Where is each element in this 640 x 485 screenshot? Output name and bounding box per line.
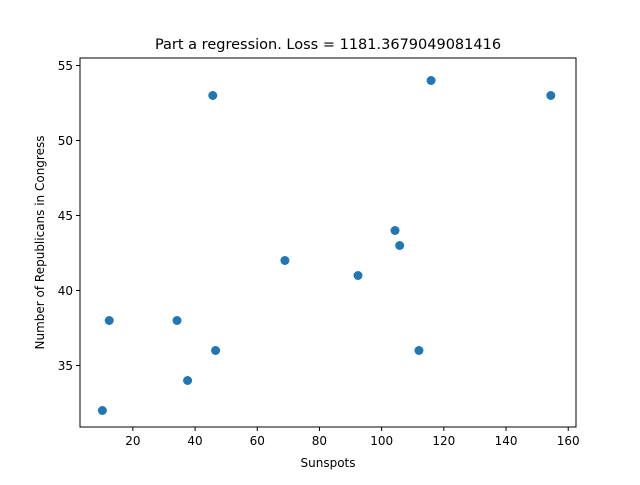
scatter-point (280, 256, 290, 265)
y-tick-label: 50 (58, 134, 73, 148)
scatter-point (426, 76, 436, 85)
scatter-point (208, 91, 218, 100)
x-tick-label: 120 (432, 434, 455, 448)
axes-frame (79, 57, 577, 428)
plot-area: 20 40 60 80 100 120 140 160 35 40 45 50 55 (58, 57, 580, 448)
x-tick-label: 80 (312, 434, 327, 448)
y-tick-label: 45 (58, 209, 73, 223)
scatter-point (353, 271, 363, 280)
scatter-point (104, 316, 114, 325)
y-axis-ticks: 35 40 45 50 55 (58, 59, 80, 373)
y-tick-label: 40 (58, 284, 73, 298)
scatter-points (97, 76, 556, 415)
x-tick-label: 60 (250, 434, 265, 448)
y-tick-label: 55 (58, 59, 73, 73)
x-tick-label: 100 (370, 434, 393, 448)
scatter-point (390, 226, 400, 235)
x-axis-label: Sunspots (301, 456, 356, 470)
scatter-point (172, 316, 182, 325)
y-axis-label: Number of Republicans in Congress (33, 136, 47, 350)
scatter-point (414, 346, 424, 355)
scatter-point (211, 346, 221, 355)
x-tick-label: 40 (187, 434, 202, 448)
scatter-point (183, 376, 193, 385)
x-tick-label: 140 (495, 434, 518, 448)
scatter-point (546, 91, 556, 100)
chart-title: Part a regression. Loss = 1181.367904908… (155, 37, 501, 53)
scatter-point (395, 241, 405, 250)
x-tick-label: 20 (125, 434, 140, 448)
y-tick-label: 35 (58, 359, 73, 373)
x-axis-ticks: 20 40 60 80 100 120 140 160 (125, 427, 580, 448)
x-tick-label: 160 (557, 434, 580, 448)
scatter-point (97, 406, 107, 415)
